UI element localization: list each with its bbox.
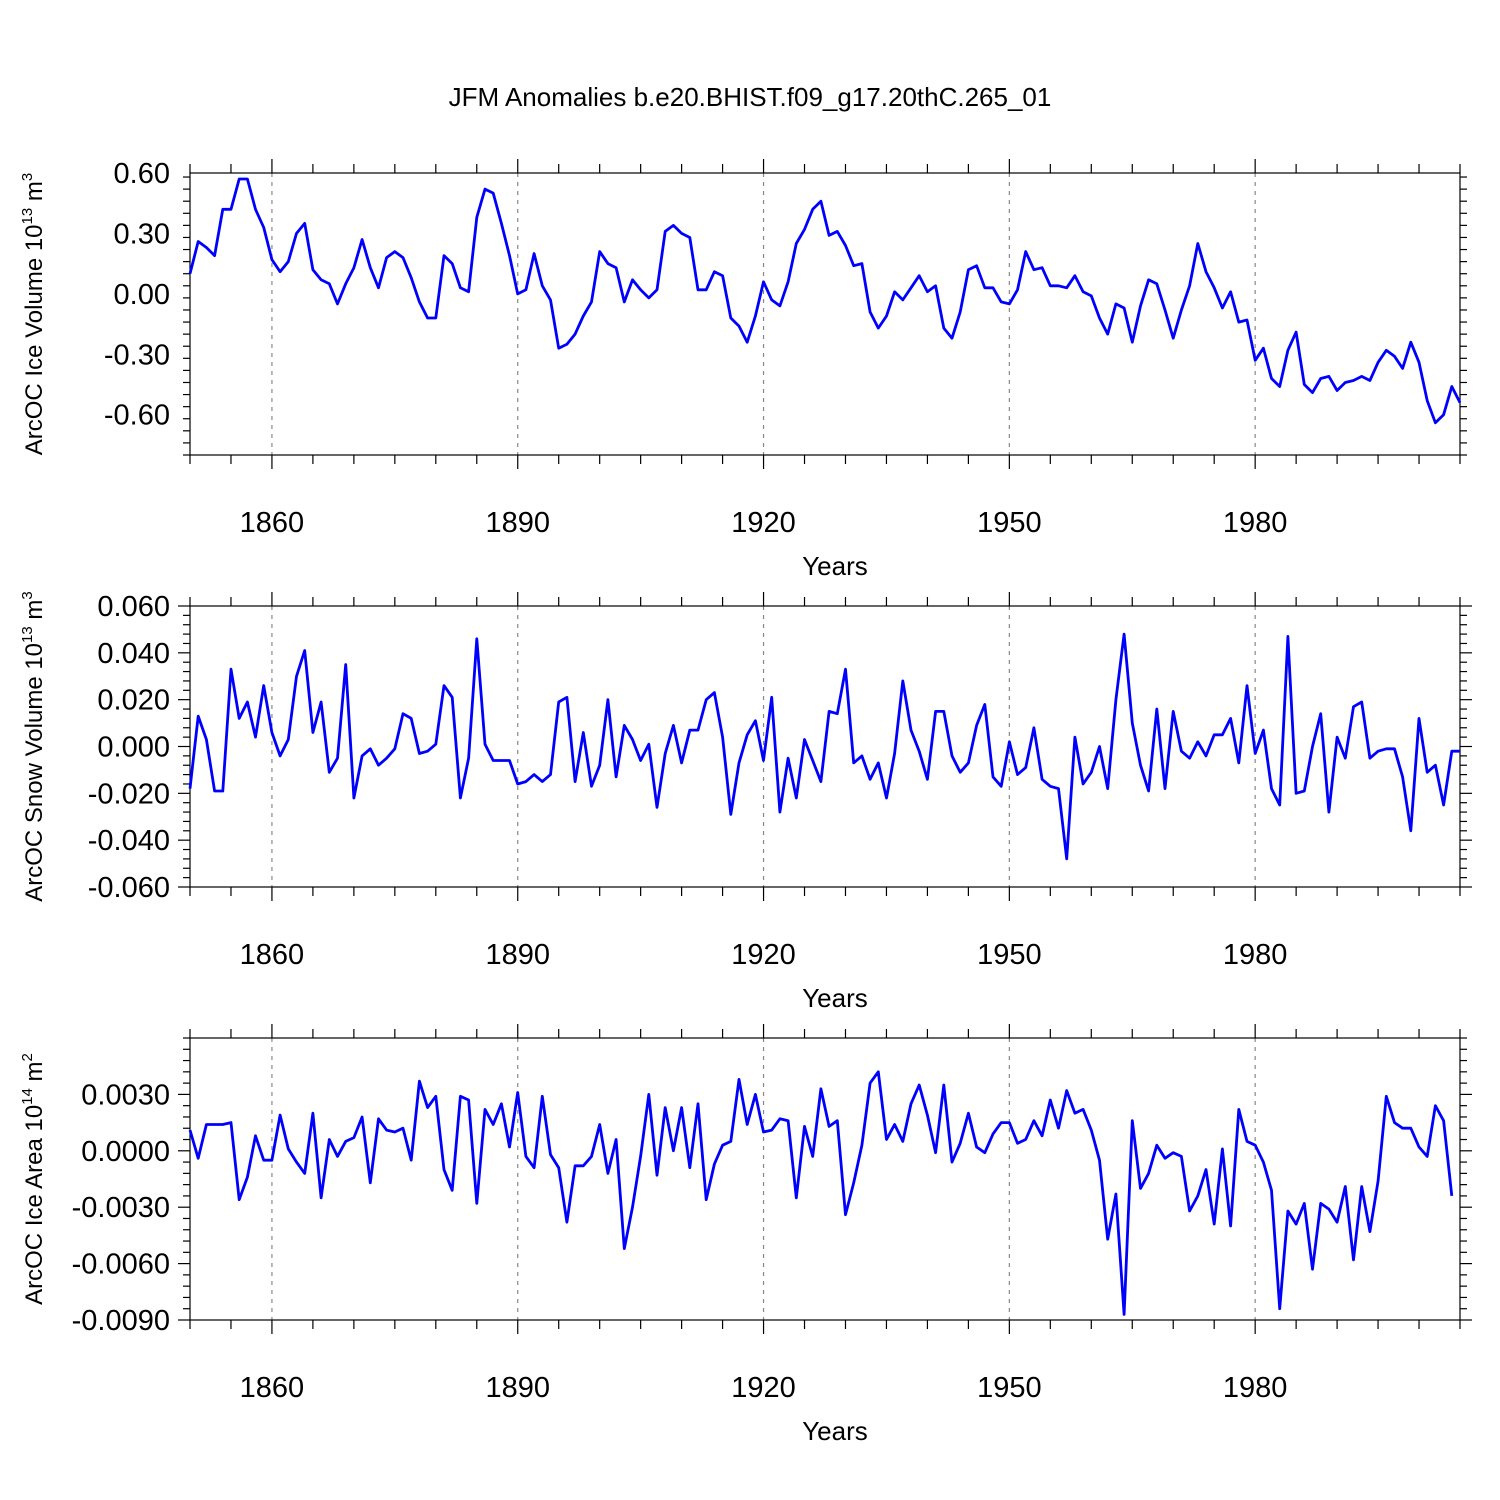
panel-1: 0.60 0.30 0.00 -0.30 -0.60 1860 1890 1920 1950 19… — [19, 158, 1467, 581]
y-tick-label: -0.60 — [104, 400, 170, 432]
x-tick-label: 1920 — [731, 507, 796, 539]
y-axis-label: ArcOC Snow Volume 1013 m3 — [19, 591, 48, 902]
y-tick-label: -0.0030 — [72, 1192, 170, 1224]
x-tick-label: 1920 — [731, 1372, 796, 1404]
panel-2: 0.060 0.040 0.020 0.000 -0.020 -0.040 -0.060 18… — [19, 591, 1472, 1013]
y-tick-label: 0.60 — [114, 158, 170, 190]
y-tick-label: 0.020 — [97, 685, 170, 717]
x-tick-label: 1950 — [977, 939, 1042, 971]
x-tick-label: 1950 — [977, 507, 1042, 539]
y-tick-label: 0.0000 — [81, 1136, 170, 1168]
x-axis-label: Years — [802, 983, 868, 1013]
plot-frame — [189, 172, 1461, 456]
figure-title: JFM Anomalies b.e20.BHIST.f09_g17.20thC.… — [449, 82, 1052, 112]
y-tick-label: 0.000 — [97, 732, 170, 764]
x-axis-label: Years — [802, 1416, 868, 1446]
x-tick-label: 1980 — [1223, 507, 1288, 539]
y-axis-label: ArcOC Ice Area 1014 m2 — [19, 1053, 48, 1305]
x-tick-label: 1890 — [485, 939, 550, 971]
series-line — [188, 1070, 1454, 1316]
series-line — [188, 177, 1462, 425]
x-tick-label: 1890 — [485, 507, 550, 539]
plot-frame — [189, 605, 1461, 888]
x-tick-label: 1860 — [240, 939, 305, 971]
y-tick-label: -0.30 — [104, 339, 170, 371]
y-tick-label: 0.060 — [97, 591, 170, 623]
y-tick-label: 0.30 — [114, 218, 170, 250]
y-tick-label: -0.0090 — [72, 1305, 170, 1337]
y-tick-label: 0.0030 — [81, 1079, 170, 1111]
y-tick-label: -0.040 — [88, 825, 170, 857]
x-tick-label: 1860 — [240, 507, 305, 539]
x-tick-label: 1980 — [1223, 939, 1288, 971]
y-axis-label: ArcOC Ice Volume 1013 m3 — [19, 173, 48, 455]
panel-3: 0.0030 0.0000 -0.0030 -0.0060 -0.0090 1860 189… — [19, 1024, 1472, 1446]
x-tick-label: 1890 — [485, 1372, 550, 1404]
y-tick-label: -0.020 — [88, 778, 170, 810]
series-line — [188, 632, 1460, 861]
y-tick-label: 0.00 — [114, 279, 170, 311]
x-tick-label: 1950 — [977, 1372, 1042, 1404]
x-tick-label: 1860 — [240, 1372, 305, 1404]
panels: 0.60 0.30 0.00 -0.30 -0.60 1860 1890 1920 1950 19… — [19, 158, 1472, 1446]
x-tick-label: 1920 — [731, 939, 796, 971]
x-tick-label: 1980 — [1223, 1372, 1288, 1404]
plot-frame — [189, 1037, 1461, 1321]
y-tick-label: 0.040 — [97, 638, 170, 670]
y-tick-label: -0.060 — [88, 872, 170, 904]
y-tick-label: -0.0060 — [72, 1249, 170, 1281]
x-axis-label: Years — [802, 551, 868, 581]
